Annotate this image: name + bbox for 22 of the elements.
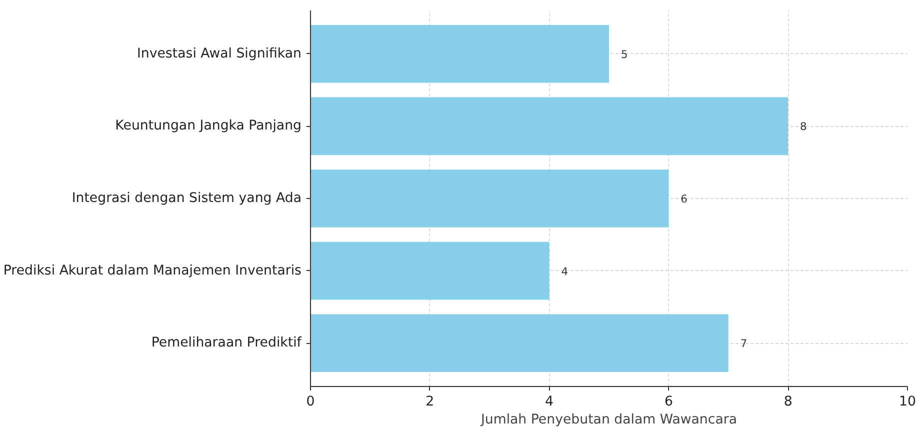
data-label: 5	[620, 48, 628, 61]
x-tick-label: 8	[784, 394, 792, 410]
data-label: 8	[800, 120, 808, 134]
data-label: 6	[680, 192, 688, 206]
x-tick-label: 10	[899, 394, 916, 410]
y-tick-label: Integrasi dengan Sistem yang Ada	[72, 191, 302, 206]
bar	[310, 24, 609, 83]
x-axis-title: Jumlah Penyebutan dalam Wawancara	[480, 412, 738, 428]
y-tick-label: Pemeliharaan Prediktif	[151, 336, 302, 351]
data-label: 7	[740, 337, 748, 350]
x-tick-label: 4	[545, 394, 554, 410]
bar	[310, 314, 728, 372]
bar	[310, 242, 550, 300]
x-tick-label: 2	[426, 394, 434, 410]
y-tick-label: Keuntungan Jangka Panjang	[115, 118, 302, 134]
bar	[310, 97, 788, 156]
x-tick-label: 0	[306, 394, 315, 410]
y-tick-label: Investasi Awal Signifikan	[136, 46, 302, 62]
bar	[310, 170, 669, 228]
data-label: 4	[561, 264, 568, 278]
y-tick-label: Prediksi Akurat dalam Manajemen Inventaris	[3, 263, 302, 278]
x-tick-label: 6	[664, 394, 673, 410]
